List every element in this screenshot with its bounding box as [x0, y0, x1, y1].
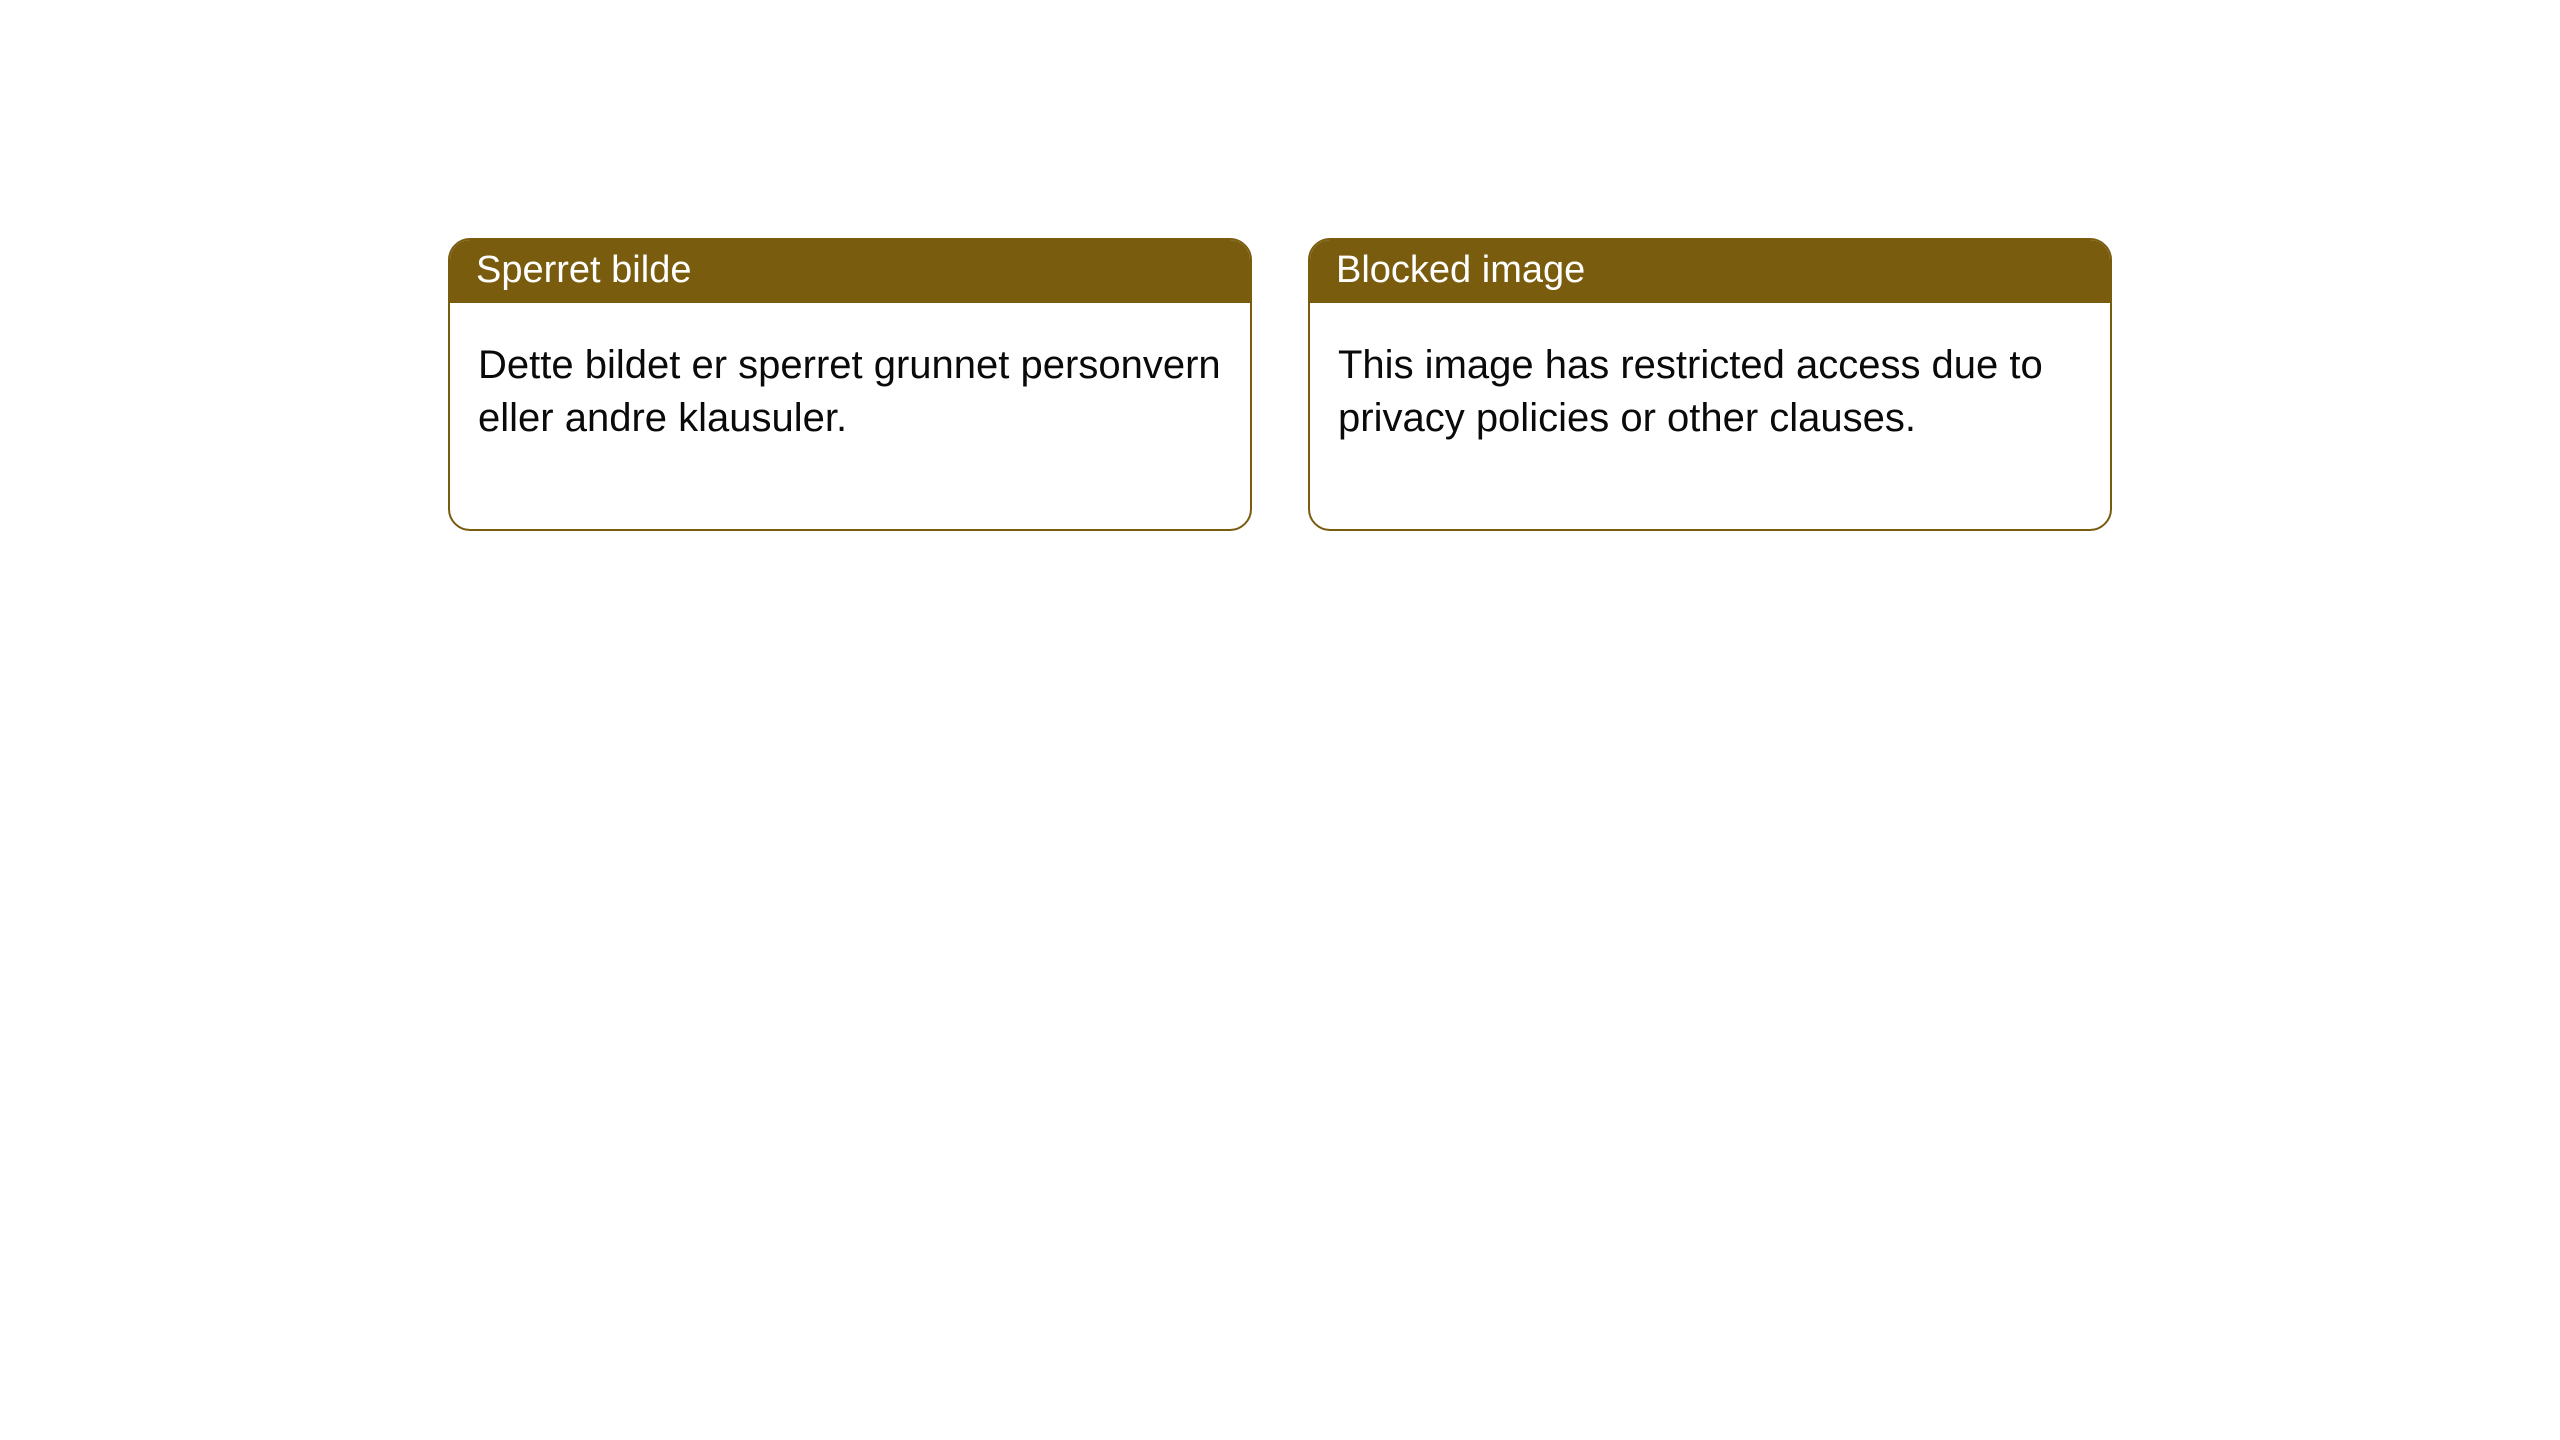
- card-body: Dette bildet er sperret grunnet personve…: [450, 303, 1250, 529]
- card-title: Sperret bilde: [476, 249, 691, 291]
- notice-cards-container: Sperret bilde Dette bildet er sperret gr…: [0, 0, 2560, 531]
- notice-card-english: Blocked image This image has restricted …: [1308, 238, 2112, 531]
- card-header: Blocked image: [1310, 240, 2110, 303]
- card-body-text: Dette bildet er sperret grunnet personve…: [478, 343, 1221, 440]
- card-body-text: This image has restricted access due to …: [1338, 343, 2043, 440]
- card-header: Sperret bilde: [450, 240, 1250, 303]
- notice-card-norwegian: Sperret bilde Dette bildet er sperret gr…: [448, 238, 1252, 531]
- card-body: This image has restricted access due to …: [1310, 303, 2110, 529]
- card-title: Blocked image: [1336, 249, 1585, 291]
